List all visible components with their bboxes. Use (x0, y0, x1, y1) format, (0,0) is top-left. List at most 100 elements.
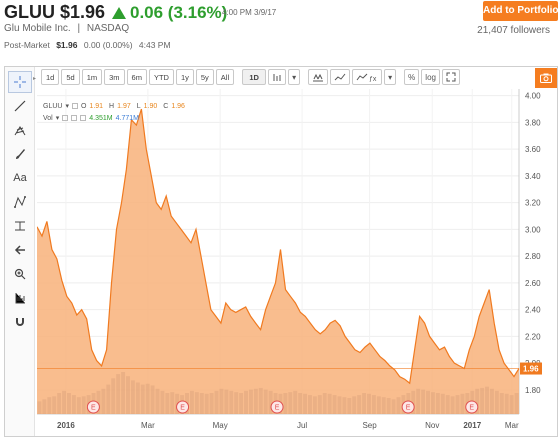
earnings-marker[interactable] (176, 400, 190, 414)
earnings-marker[interactable] (465, 400, 479, 414)
period-button-1m[interactable]: 1m (81, 69, 103, 85)
volume-bar (101, 388, 106, 414)
x-tick-label: Mar (505, 421, 519, 430)
volume-bar (160, 390, 165, 414)
volume-bar (514, 393, 519, 414)
volume-bar (57, 393, 62, 414)
fx-indicator-icon[interactable]: ƒx (352, 69, 383, 85)
volume-bar (485, 386, 489, 414)
indicator-dropdown-icon[interactable]: ▾ (384, 69, 397, 85)
earnings-label: E (275, 405, 280, 412)
indicator-icon[interactable] (330, 69, 351, 85)
pattern-icon[interactable] (8, 191, 32, 213)
log-button[interactable]: log (421, 69, 440, 85)
period-button-1y[interactable]: 1y (175, 69, 194, 85)
y-tick-label: 3.40 (525, 172, 541, 181)
volume-bar (509, 395, 514, 414)
company-line: Glu Mobile Inc. | NASDAQ (4, 23, 129, 34)
volume-bar (347, 398, 352, 414)
postmarket-time: 4:43 PM (138, 40, 171, 50)
volume-bar (391, 399, 396, 414)
volume-settings-icon[interactable] (71, 115, 78, 121)
magnet-icon[interactable] (8, 311, 32, 333)
line-icon[interactable] (8, 95, 32, 117)
back-arrow-icon[interactable] (8, 239, 32, 261)
volume-bar (244, 390, 248, 414)
volume-bar (416, 388, 421, 414)
quote-header: GLUU $1.96 0.06 (3.16%) 4:00 PM 3/9/17 G… (0, 0, 558, 62)
tool-expand-icon[interactable]: ▸ (33, 76, 37, 82)
fib-icon[interactable] (8, 119, 32, 141)
text-icon[interactable]: Aa (13, 172, 27, 184)
period-button-ytd[interactable]: YTD (148, 69, 174, 85)
svg-text:ƒx: ƒx (369, 76, 377, 82)
volume-bar (76, 397, 81, 414)
volume-bar (386, 398, 391, 414)
price-chart[interactable]: 1.802.002.202.402.602.803.003.203.403.60… (37, 89, 557, 436)
volume-close-icon[interactable] (80, 115, 87, 121)
period-button-3m[interactable]: 3m (104, 69, 125, 85)
volume-bar (96, 390, 101, 414)
period-button-6m[interactable]: 6m (126, 69, 147, 85)
volume-bar (229, 390, 234, 414)
open-label: O (80, 102, 87, 110)
price-change: 0.06 (3.16%) (112, 3, 227, 23)
period-button-1d[interactable]: 1d (41, 69, 60, 85)
brush-icon[interactable] (8, 143, 32, 165)
earnings-marker[interactable] (86, 400, 100, 414)
drawing-toolbar: ▸ Aa (5, 67, 37, 436)
quote-timestamp: 4:00 PM 3/9/17 (222, 8, 277, 17)
volume-bar (376, 396, 381, 414)
company-name: Glu Mobile Inc. (4, 23, 71, 34)
legend-dropdown-icon[interactable]: ▾ (65, 103, 69, 110)
volume-bar (111, 378, 116, 414)
volume-bar (140, 384, 145, 414)
toolbar-spacer (398, 69, 402, 87)
volume-bar (455, 395, 460, 414)
y-tick-label: 2.40 (525, 306, 541, 315)
volume-bar (67, 393, 71, 414)
earnings-marker[interactable] (270, 400, 284, 414)
chart-legend: GLUU ▾ O 1.91 H 1.97 L 1.90 C 1.96 Vol ▾… (43, 100, 188, 124)
zoom-icon[interactable] (8, 263, 32, 285)
earnings-label: E (180, 405, 185, 412)
period-button-5y[interactable]: 5y (195, 69, 214, 85)
exchange-name: NASDAQ (86, 23, 130, 34)
measure-icon[interactable] (8, 215, 32, 237)
volume-bar (293, 390, 298, 414)
volume-bar (135, 382, 140, 414)
bar-style-icon[interactable] (268, 69, 287, 85)
volume-bar (499, 393, 504, 414)
period-button-all[interactable]: All (215, 69, 235, 85)
x-tick-label: Nov (425, 421, 439, 430)
volume-bar (121, 372, 126, 414)
y-tick-label: 2.20 (525, 332, 541, 341)
volume-label: Vol (43, 114, 53, 122)
legend-settings-icon[interactable] (71, 103, 78, 109)
crosshair-icon[interactable] (8, 71, 32, 93)
volume-bar (396, 397, 401, 414)
volume-eye-icon[interactable] (62, 115, 69, 121)
percent-button[interactable]: % (404, 69, 420, 85)
volume-bar (421, 389, 426, 414)
add-to-portfolio-button[interactable]: Add to Portfolio (483, 1, 558, 21)
volume-bar (239, 393, 244, 414)
chart-widget: ▸ Aa 1d 5d 1m 3m 6m YTD 1y 5y All 1 (4, 66, 558, 437)
volume-bar (367, 393, 371, 414)
chart-type-dropdown-icon[interactable]: ▾ (288, 69, 301, 85)
period-toolbar: 1d 5d 1m 3m 6m YTD 1y 5y All 1D ▾ ƒx ▾% log (41, 69, 460, 87)
volume-bar (327, 393, 332, 414)
volume-bar (263, 389, 268, 414)
volume-bar (298, 393, 303, 414)
bars-icon[interactable] (8, 287, 32, 309)
followers-count[interactable]: 21,407 followers (477, 25, 550, 36)
compare-icon[interactable] (308, 69, 329, 85)
camera-icon[interactable] (535, 68, 557, 88)
period-button-5d[interactable]: 5d (61, 69, 80, 85)
interval-select[interactable]: 1D (242, 69, 267, 85)
earnings-marker[interactable] (401, 400, 415, 414)
fullscreen-icon[interactable] (441, 69, 460, 85)
volume-dropdown-icon[interactable]: ▾ (55, 115, 60, 122)
volume-bar (357, 395, 362, 414)
volume-bar (145, 383, 150, 414)
